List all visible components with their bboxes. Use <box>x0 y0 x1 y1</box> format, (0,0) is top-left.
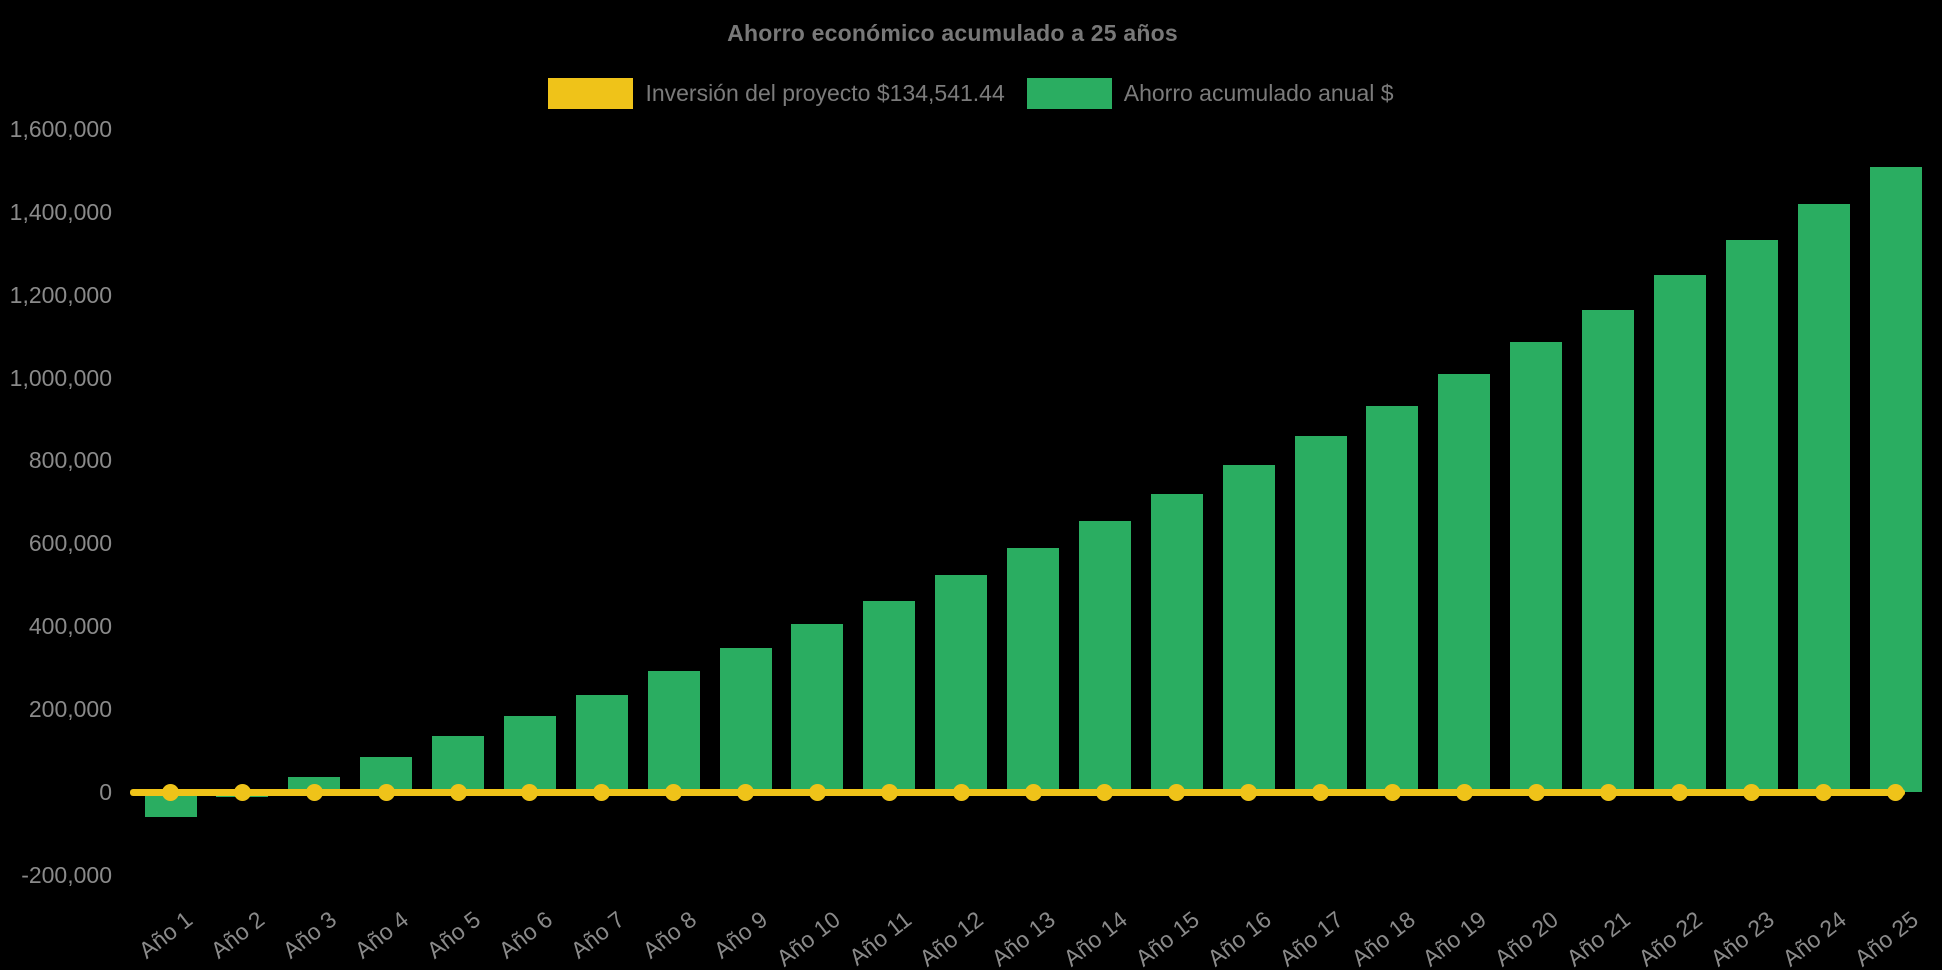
y-axis-tick-label: 400,000 <box>28 613 112 640</box>
investment-marker-año-23[interactable] <box>1743 784 1761 801</box>
investment-marker-año-15[interactable] <box>1168 784 1186 801</box>
bar-año-6[interactable] <box>503 715 556 793</box>
x-axis-label-año-17: Año 17 <box>1274 906 1348 970</box>
x-axis-label-año-13: Año 13 <box>986 906 1061 970</box>
x-axis-label-año-22: Año 22 <box>1633 906 1707 970</box>
investment-marker-año-17[interactable] <box>1312 784 1330 801</box>
investment-marker-año-5[interactable] <box>449 784 467 801</box>
x-axis-label-año-9: Año 9 <box>709 906 773 964</box>
x-axis-label-año-16: Año 16 <box>1202 906 1276 970</box>
x-axis-label-año-18: Año 18 <box>1346 906 1420 970</box>
x-axis-label-año-25: Año 25 <box>1849 906 1923 970</box>
x-axis-label-año-1: Año 1 <box>134 906 198 964</box>
investment-marker-año-14[interactable] <box>1096 784 1114 801</box>
investment-swatch-icon <box>548 78 634 109</box>
legend-item-savings[interactable]: Ahorro acumulado anual $ <box>1026 78 1394 109</box>
x-axis-label-año-21: Año 21 <box>1561 906 1636 970</box>
investment-marker-año-8[interactable] <box>665 784 683 801</box>
investment-marker-año-10[interactable] <box>808 784 826 801</box>
x-axis-label-año-2: Año 2 <box>206 906 270 964</box>
x-axis-label-año-8: Año 8 <box>637 906 701 964</box>
bar-año-10[interactable] <box>791 624 844 793</box>
investment-marker-año-2[interactable] <box>233 784 251 801</box>
y-axis-tick-label: 200,000 <box>28 696 112 723</box>
investment-marker-año-25[interactable] <box>1887 784 1905 801</box>
legend-label-investment: Inversión del proyecto $134,541.44 <box>645 80 1005 106</box>
investment-marker-año-12[interactable] <box>952 784 970 801</box>
investment-marker-año-18[interactable] <box>1383 784 1401 801</box>
bar-año-16[interactable] <box>1222 465 1275 793</box>
y-axis-tick-label: 1,000,000 <box>9 364 112 391</box>
bar-año-18[interactable] <box>1366 406 1419 793</box>
bar-año-12[interactable] <box>935 574 988 793</box>
bar-año-22[interactable] <box>1653 275 1706 793</box>
investment-marker-año-4[interactable] <box>377 784 395 801</box>
y-axis-tick-label: 800,000 <box>28 447 112 474</box>
investment-marker-año-19[interactable] <box>1455 784 1473 801</box>
x-axis-label-año-6: Año 6 <box>493 906 557 964</box>
x-axis-label-año-5: Año 5 <box>421 906 486 964</box>
x-axis-label-año-3: Año 3 <box>277 906 342 964</box>
x-axis-label-año-23: Año 23 <box>1705 906 1779 970</box>
x-axis-label-año-14: Año 14 <box>1058 906 1132 970</box>
y-axis-tick-label: 1,600,000 <box>9 115 112 142</box>
legend-label-savings: Ahorro acumulado anual $ <box>1123 80 1394 106</box>
investment-marker-año-11[interactable] <box>880 784 898 801</box>
investment-marker-año-16[interactable] <box>1240 784 1258 801</box>
bar-año-24[interactable] <box>1797 203 1850 793</box>
bar-año-17[interactable] <box>1294 436 1347 793</box>
investment-line <box>130 789 1905 796</box>
savings-swatch-icon <box>1026 78 1112 109</box>
x-axis-label-año-24: Año 24 <box>1777 906 1851 970</box>
investment-marker-año-21[interactable] <box>1599 784 1617 801</box>
y-axis-tick-label: 1,200,000 <box>9 281 112 308</box>
y-axis-tick-label: -200,000 <box>21 861 112 888</box>
bar-año-7[interactable] <box>575 695 628 793</box>
investment-marker-año-20[interactable] <box>1527 784 1545 801</box>
bar-año-14[interactable] <box>1078 521 1131 793</box>
bar-año-23[interactable] <box>1725 239 1778 793</box>
bar-año-11[interactable] <box>863 600 916 793</box>
bar-año-25[interactable] <box>1869 167 1922 793</box>
bar-año-13[interactable] <box>1007 548 1060 793</box>
chart-title: Ahorro económico acumulado a 25 años <box>727 20 1178 46</box>
bar-año-15[interactable] <box>1150 493 1203 793</box>
y-axis-tick-label: 0 <box>99 779 112 805</box>
investment-marker-año-24[interactable] <box>1815 784 1833 801</box>
investment-marker-año-7[interactable] <box>593 784 611 801</box>
bar-año-19[interactable] <box>1438 374 1491 793</box>
y-axis-tick-label: 600,000 <box>28 530 112 557</box>
bar-año-21[interactable] <box>1582 310 1635 793</box>
y-axis-tick-label: 1,400,000 <box>9 198 112 225</box>
x-axis-label-año-12: Año 12 <box>914 906 989 970</box>
investment-marker-año-9[interactable] <box>737 784 755 801</box>
legend-item-investment[interactable]: Inversión del proyecto $134,541.44 <box>548 78 1005 109</box>
x-axis-label-año-20: Año 20 <box>1489 906 1564 970</box>
x-axis-label-año-4: Año 4 <box>349 906 414 964</box>
bar-año-20[interactable] <box>1510 341 1563 793</box>
investment-marker-año-3[interactable] <box>305 784 323 801</box>
x-axis-label-año-19: Año 19 <box>1417 906 1492 970</box>
legend: Inversión del proyecto $134,541.44 Ahorr… <box>0 78 1942 109</box>
x-axis-label-año-10: Año 10 <box>770 906 845 970</box>
bar-año-8[interactable] <box>647 671 700 793</box>
x-axis-label-año-7: Año 7 <box>565 906 629 964</box>
x-axis-label-año-15: Año 15 <box>1130 906 1204 970</box>
investment-marker-año-6[interactable] <box>521 784 539 801</box>
x-axis-label-año-11: Año 11 <box>844 906 917 970</box>
bar-año-5[interactable] <box>432 736 485 793</box>
investment-marker-año-1[interactable] <box>162 784 179 801</box>
investment-marker-año-13[interactable] <box>1024 784 1042 801</box>
investment-marker-año-22[interactable] <box>1671 784 1689 801</box>
bar-año-9[interactable] <box>719 648 772 793</box>
